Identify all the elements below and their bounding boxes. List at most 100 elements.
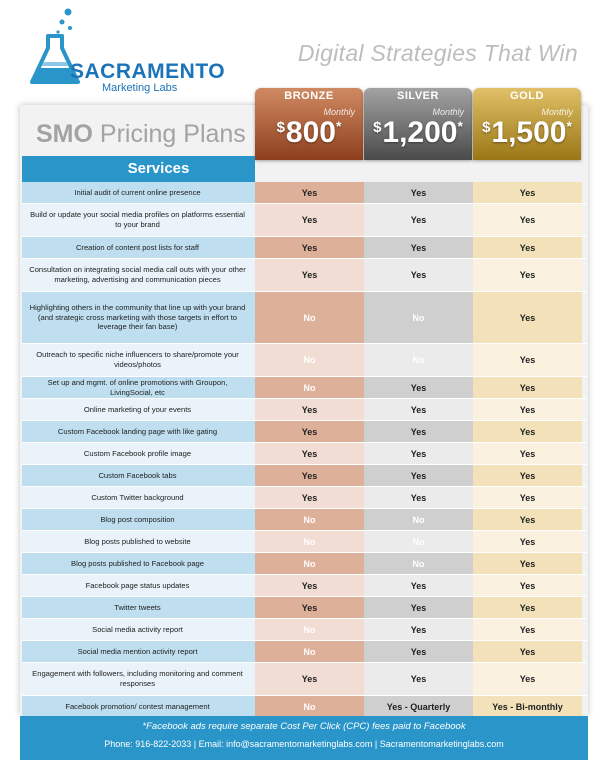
- table-row: Blog posts published to website No No Yes: [22, 531, 587, 553]
- service-label: Custom Twitter background: [22, 487, 255, 508]
- plan-cell-bronze: Yes: [255, 663, 364, 695]
- flask-icon: [30, 8, 80, 84]
- plan-cell-silver: Yes: [364, 259, 473, 291]
- table-row: Twitter tweets Yes Yes Yes: [22, 597, 587, 619]
- plan-cell-silver: Yes: [364, 204, 473, 236]
- plan-cell-gold: Yes: [473, 465, 582, 486]
- table-row: Custom Facebook tabs Yes Yes Yes: [22, 465, 587, 487]
- price-currency: $: [373, 119, 382, 136]
- service-label: Consultation on integrating social media…: [22, 259, 255, 291]
- plan-cell-bronze: Yes: [255, 204, 364, 236]
- table-row: Build or update your social media profil…: [22, 204, 587, 237]
- price-asterisk: *: [566, 118, 572, 134]
- plan-cell-gold: Yes: [473, 531, 582, 552]
- plan-cell-bronze: Yes: [255, 237, 364, 258]
- service-label: Outreach to specific niche influencers t…: [22, 344, 255, 376]
- plan-cell-silver: No: [364, 531, 473, 552]
- plan-cell-gold: Yes: [473, 641, 582, 662]
- plan-cell-gold: Yes: [473, 597, 582, 618]
- service-label: Facebook page status updates: [22, 575, 255, 596]
- plan-cell-silver: Yes: [364, 597, 473, 618]
- plan-cell-silver: No: [364, 509, 473, 530]
- plan-cell-silver: Yes: [364, 465, 473, 486]
- contact-info: Phone: 916-822-2033 | Email: info@sacram…: [104, 739, 504, 749]
- table-row: Engagement with followers, including mon…: [22, 663, 587, 696]
- plan-cell-bronze: No: [255, 619, 364, 640]
- table-row: Blog posts published to Facebook page No N…: [22, 553, 587, 575]
- logo-subtitle: Marketing Labs: [102, 82, 178, 94]
- price-amount: 1,200: [382, 116, 458, 149]
- table-row: Creation of content post lists for staff…: [22, 237, 587, 259]
- table-row: Social media activity report No Yes Yes: [22, 619, 587, 641]
- plan-cell-gold: Yes: [473, 487, 582, 508]
- price-currency: $: [482, 119, 491, 136]
- page-title: SMO Pricing Plans: [36, 120, 246, 149]
- service-label: Custom Facebook tabs: [22, 465, 255, 486]
- plan-header-silver: SILVER Monthly $1,200*: [364, 88, 472, 160]
- table-row: Custom Facebook profile image Yes Yes Yes: [22, 443, 587, 465]
- pricing-rows: Initial audit of current online presence…: [22, 182, 587, 740]
- table-row: Set up and mgmt. of online promotions wi…: [22, 377, 587, 399]
- service-label: Blog posts published to website: [22, 531, 255, 552]
- table-row: Blog post composition No No Yes: [22, 509, 587, 531]
- plan-cell-gold: Yes: [473, 553, 582, 574]
- plan-period: Monthly: [432, 107, 464, 117]
- plan-price: $800*: [255, 116, 363, 150]
- plan-header-gold: GOLD Monthly $1,500*: [473, 88, 581, 160]
- plan-cell-silver: Yes: [364, 619, 473, 640]
- plan-cell-silver: Yes: [364, 443, 473, 464]
- service-label: Set up and mgmt. of online promotions wi…: [22, 377, 255, 398]
- plan-cell-silver: No: [364, 344, 473, 376]
- plan-cell-bronze: Yes: [255, 182, 364, 203]
- logo-name: SACRAMENTO: [70, 60, 226, 83]
- service-label: Facebook promotion/ contest management: [22, 696, 255, 717]
- price-amount: 1,500: [491, 116, 567, 149]
- plan-cell-silver: No: [364, 553, 473, 574]
- service-label: Highlighting others in the community tha…: [22, 292, 255, 343]
- plan-cell-silver: Yes: [364, 575, 473, 596]
- plan-cell-bronze: No: [255, 292, 364, 343]
- plan-cell-bronze: No: [255, 344, 364, 376]
- plan-cell-silver: Yes: [364, 487, 473, 508]
- service-label: Online marketing of your events: [22, 399, 255, 420]
- service-label: Blog post composition: [22, 509, 255, 530]
- plan-cell-gold: Yes: [473, 663, 582, 695]
- plan-cell-gold: Yes: [473, 344, 582, 376]
- plan-cell-bronze: No: [255, 641, 364, 662]
- plan-cell-silver: Yes: [364, 641, 473, 662]
- plan-cell-bronze: Yes: [255, 399, 364, 420]
- services-header: Services: [22, 156, 255, 182]
- plan-cell-bronze: Yes: [255, 421, 364, 442]
- plan-cell-silver: Yes: [364, 663, 473, 695]
- plan-cell-silver: Yes: [364, 399, 473, 420]
- plan-cell-gold: Yes - Bi-monthly: [473, 696, 582, 717]
- service-label: Twitter tweets: [22, 597, 255, 618]
- table-row: Facebook page status updates Yes Yes Yes: [22, 575, 587, 597]
- plan-cell-gold: Yes: [473, 575, 582, 596]
- price-asterisk: *: [457, 118, 463, 134]
- plan-cell-bronze: Yes: [255, 487, 364, 508]
- table-row: Facebook promotion/ contest management No…: [22, 696, 587, 718]
- service-label: Blog posts published to Facebook page: [22, 553, 255, 574]
- plan-period: Monthly: [541, 107, 573, 117]
- title-strong: SMO: [36, 120, 93, 148]
- page-header: SACRAMENTO Marketing Labs Digital Strate…: [0, 0, 600, 94]
- plan-name: SILVER: [397, 90, 439, 102]
- plan-cell-silver: Yes - Quarterly: [364, 696, 473, 717]
- table-row: Initial audit of current online presence…: [22, 182, 587, 204]
- table-row: Social media mention activity report No Ye…: [22, 641, 587, 663]
- table-row: Custom Facebook landing page with like g…: [22, 421, 587, 443]
- price-amount: 800: [285, 116, 336, 149]
- title-rest: Pricing Plans: [99, 120, 246, 148]
- plan-period: Monthly: [323, 107, 355, 117]
- service-label: Initial audit of current online presence: [22, 182, 255, 203]
- table-row: Highlighting others in the community tha…: [22, 292, 587, 344]
- plan-cell-gold: Yes: [473, 399, 582, 420]
- table-row: Outreach to specific niche influencers t…: [22, 344, 587, 377]
- service-label: Engagement with followers, including mon…: [22, 663, 255, 695]
- plan-cell-bronze: Yes: [255, 465, 364, 486]
- plan-cell-gold: Yes: [473, 237, 582, 258]
- plan-name: GOLD: [510, 90, 544, 102]
- service-label: Build or update your social media profil…: [22, 204, 255, 236]
- plan-price: $1,200*: [364, 116, 472, 150]
